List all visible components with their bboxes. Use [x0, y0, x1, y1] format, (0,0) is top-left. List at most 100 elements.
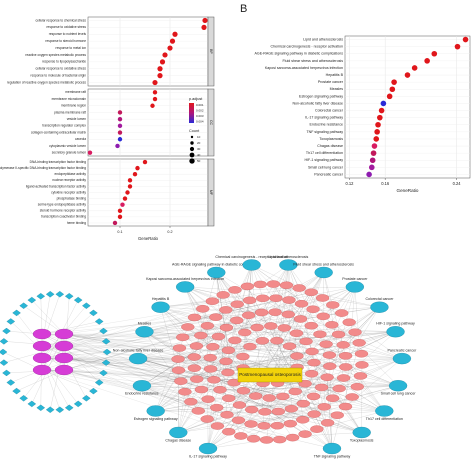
facet-strip	[207, 158, 215, 227]
gene-node	[288, 387, 302, 396]
gene-node	[350, 382, 364, 391]
gene-node	[284, 404, 298, 413]
dot	[366, 171, 372, 178]
gene-node	[236, 352, 250, 361]
gene-node	[277, 324, 291, 332]
dot	[150, 103, 155, 108]
edge	[144, 331, 199, 411]
gene-node	[325, 394, 340, 402]
gene-node	[306, 392, 321, 401]
gene-node	[206, 343, 220, 351]
gene-node	[320, 419, 335, 427]
dot	[117, 130, 123, 135]
category-label: Toxoplasmosis	[319, 137, 343, 141]
edge	[63, 357, 251, 378]
gene-node	[317, 403, 331, 411]
pathway-node	[132, 380, 152, 392]
category-label: regulation of reactive oxygen species me…	[7, 80, 86, 84]
compound-node	[6, 318, 16, 325]
pathway-label: Lipid and atherosclerosis	[268, 255, 308, 259]
category-label: plasma membrane raft	[54, 110, 86, 114]
gene-node	[336, 341, 350, 349]
edge	[41, 369, 291, 424]
category-label: HIF-1 signaling pathway	[304, 158, 343, 162]
edge	[63, 357, 314, 363]
compound-node	[94, 318, 104, 325]
edge	[312, 309, 385, 412]
gene-node	[200, 415, 214, 423]
gene-node	[282, 342, 297, 350]
edge	[63, 357, 330, 367]
edge	[41, 345, 338, 416]
legend-tick-label: 50	[197, 159, 201, 163]
gene-node	[331, 330, 346, 339]
edge	[242, 264, 252, 357]
pathway-node	[169, 426, 188, 439]
edge	[194, 356, 385, 412]
plot-background	[87, 16, 209, 87]
compound-node	[55, 291, 65, 298]
edge	[141, 385, 267, 441]
gene-node	[232, 401, 247, 409]
edge	[239, 331, 396, 406]
edge	[41, 357, 330, 367]
compound-node	[101, 338, 111, 345]
pathway-node	[207, 266, 226, 279]
gene-node	[306, 305, 320, 313]
edge	[41, 300, 250, 335]
gene-node	[201, 395, 215, 403]
size-key	[189, 158, 195, 164]
dot	[117, 137, 123, 142]
category-label: collagen-containing extracellular matrix	[31, 130, 87, 134]
edge	[141, 351, 313, 386]
dot	[375, 121, 381, 128]
gene-node	[194, 331, 208, 340]
gene-node	[245, 405, 259, 414]
dot	[122, 196, 128, 201]
gene-node	[191, 407, 205, 415]
ingredient-node	[54, 328, 74, 340]
edge	[63, 298, 263, 347]
edge	[322, 297, 380, 308]
x-tick-label: 0.12	[345, 181, 354, 186]
edge	[178, 361, 227, 433]
edge	[239, 404, 385, 412]
pathway-node	[370, 301, 389, 313]
gene-node	[174, 377, 188, 385]
x-axis-title: GeneRatio	[397, 188, 419, 193]
gene-node	[196, 305, 210, 313]
dot	[169, 38, 176, 44]
x-tick-label: 0.2	[167, 230, 172, 234]
edge	[220, 385, 399, 390]
edge	[41, 287, 300, 371]
dot	[368, 164, 375, 171]
gene-node	[319, 340, 333, 348]
category-label: Pancreatic cancer	[314, 172, 344, 176]
dot	[162, 52, 168, 58]
gene-node	[322, 351, 337, 359]
pathway-label: Th17 cell differentiation	[366, 417, 403, 421]
dot	[87, 150, 93, 155]
edge	[41, 345, 280, 440]
pathway-node	[176, 281, 195, 293]
edge	[63, 369, 333, 399]
gene-node	[352, 339, 366, 347]
pathway-label: Chagas disease	[165, 438, 191, 442]
pathway-label: Hepatitis B	[152, 297, 170, 301]
dot	[167, 45, 173, 51]
edge	[144, 313, 342, 332]
dot	[157, 73, 163, 79]
edge	[228, 358, 402, 399]
edge	[63, 357, 234, 383]
dot	[117, 208, 123, 213]
edge	[331, 342, 360, 449]
gene-node	[269, 294, 283, 302]
pathway-label: Prostate cancer	[342, 277, 368, 281]
category-label: RNA polymerase II-specific DNA-binding t…	[0, 166, 86, 170]
gene-node	[200, 322, 215, 330]
edge	[63, 345, 279, 412]
edge	[138, 315, 249, 359]
dot	[117, 116, 123, 122]
edge	[299, 287, 399, 386]
gene-node	[203, 365, 218, 373]
